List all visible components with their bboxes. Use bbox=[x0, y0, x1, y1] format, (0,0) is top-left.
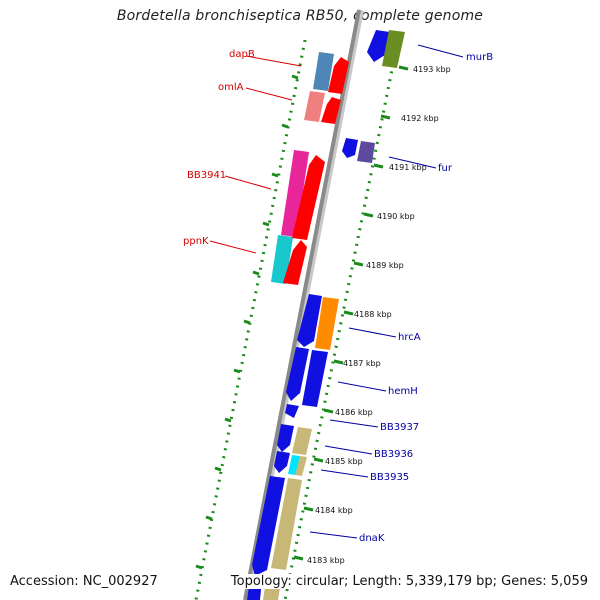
scale-tick bbox=[303, 506, 314, 512]
gene-khaki-long[interactable] bbox=[271, 478, 302, 570]
gene-label-hemH: hemH bbox=[388, 386, 418, 397]
gene-dapB[interactable] bbox=[313, 52, 334, 91]
inner-scale-tick bbox=[291, 74, 299, 80]
scale-tick bbox=[363, 212, 374, 218]
scale-label: 4186 kbp bbox=[335, 408, 373, 417]
gene-omlA[interactable] bbox=[304, 91, 325, 122]
leader-line bbox=[245, 87, 293, 101]
scale-tick bbox=[333, 359, 344, 365]
scale-label: 4190 kbp bbox=[377, 212, 415, 221]
leader-line bbox=[337, 381, 387, 392]
scale-tick bbox=[293, 555, 304, 561]
inner-scale-tick bbox=[262, 221, 270, 227]
inner-scale-tick bbox=[233, 368, 241, 374]
inner-scale-tick bbox=[214, 466, 222, 472]
gene-hrcA[interactable] bbox=[315, 297, 339, 350]
gene-arrow-forward[interactable] bbox=[321, 97, 341, 124]
scale-tick bbox=[353, 261, 364, 267]
gene-label-dnaK: dnaK bbox=[359, 533, 385, 544]
gene-label-BB3937: BB3937 bbox=[380, 422, 419, 433]
gene-label-BB3936: BB3936 bbox=[374, 449, 413, 460]
scale-label: 4192 kbp bbox=[401, 114, 439, 123]
scale-label: 4187 kbp bbox=[343, 359, 381, 368]
gene-murB[interactable] bbox=[382, 30, 405, 68]
gene-label-fur: fur bbox=[438, 163, 453, 174]
gene-fur[interactable] bbox=[357, 141, 375, 163]
gene-khaki[interactable] bbox=[292, 427, 312, 455]
gene-arrow-forward[interactable] bbox=[283, 240, 307, 285]
gene-arrow-reverse[interactable] bbox=[286, 347, 309, 401]
scale-tick bbox=[323, 408, 334, 414]
topology-label: Topology: circular; Length: 5,339,179 bp… bbox=[228, 574, 590, 589]
leader-line bbox=[245, 55, 302, 67]
leader-line bbox=[348, 327, 397, 338]
leader-line bbox=[309, 531, 358, 539]
leader-line bbox=[388, 156, 437, 169]
scale-label: 4193 kbp bbox=[413, 65, 451, 74]
scale-label: 4183 kbp bbox=[307, 556, 345, 565]
gene-label-ppnK: ppnK bbox=[183, 236, 209, 247]
gene-label-murB: murB bbox=[466, 52, 493, 63]
scale-label: 4189 kbp bbox=[366, 261, 404, 270]
inner-scale-tick bbox=[224, 417, 232, 423]
leader-line bbox=[320, 469, 369, 478]
gene-arrow-reverse[interactable] bbox=[277, 424, 294, 452]
gene-label-dapB: dapB bbox=[229, 49, 255, 60]
genome-backbone bbox=[243, 9, 361, 600]
leader-line bbox=[209, 240, 257, 254]
gene-arrow-reverse[interactable] bbox=[297, 294, 322, 347]
leader-line bbox=[324, 445, 373, 455]
leader-line bbox=[224, 175, 272, 190]
gene-hemH[interactable] bbox=[302, 350, 328, 407]
scale-label: 4184 kbp bbox=[315, 506, 353, 515]
scale-tick bbox=[343, 310, 354, 316]
scale-label: 4185 kbp bbox=[325, 457, 363, 466]
gene-arrow-reverse[interactable] bbox=[342, 138, 358, 158]
gene-BB3935[interactable] bbox=[295, 456, 307, 476]
inner-scale-tick bbox=[271, 172, 279, 178]
gene-BB3941[interactable] bbox=[281, 150, 309, 237]
inner-scale-tick bbox=[252, 270, 260, 276]
inner-scale-tick bbox=[243, 319, 251, 325]
gene-arrow-forward[interactable] bbox=[292, 155, 325, 240]
inner-scale-tick bbox=[195, 564, 203, 570]
gene-label-BB3935: BB3935 bbox=[370, 472, 409, 483]
gene-arrow-reverse[interactable] bbox=[367, 30, 390, 62]
leader-line bbox=[417, 44, 464, 58]
scale-tick bbox=[380, 114, 391, 120]
inner-scale-tick bbox=[205, 515, 213, 521]
gene-label-omlA: omlA bbox=[218, 82, 244, 93]
inner-scale-tick bbox=[281, 123, 289, 129]
map-title: Bordetella bronchiseptica RB50, complete… bbox=[116, 8, 484, 24]
scale-tick bbox=[373, 163, 384, 169]
leader-line bbox=[329, 419, 379, 428]
gene-dnaK[interactable] bbox=[252, 476, 285, 576]
scale-label: 4188 kbp bbox=[354, 310, 392, 319]
scale-label: 4191 kbp bbox=[389, 163, 427, 172]
gene-arrow-forward[interactable] bbox=[328, 57, 349, 94]
gene-label-hrcA: hrcA bbox=[398, 332, 421, 343]
accession-label: Accession: NC_002927 bbox=[8, 574, 160, 589]
scale-tick bbox=[398, 65, 409, 71]
scale-tick bbox=[313, 457, 324, 463]
gene-BB3937[interactable] bbox=[285, 404, 299, 418]
gene-arrow-reverse[interactable] bbox=[274, 451, 290, 473]
gene-label-BB3941: BB3941 bbox=[187, 170, 226, 181]
